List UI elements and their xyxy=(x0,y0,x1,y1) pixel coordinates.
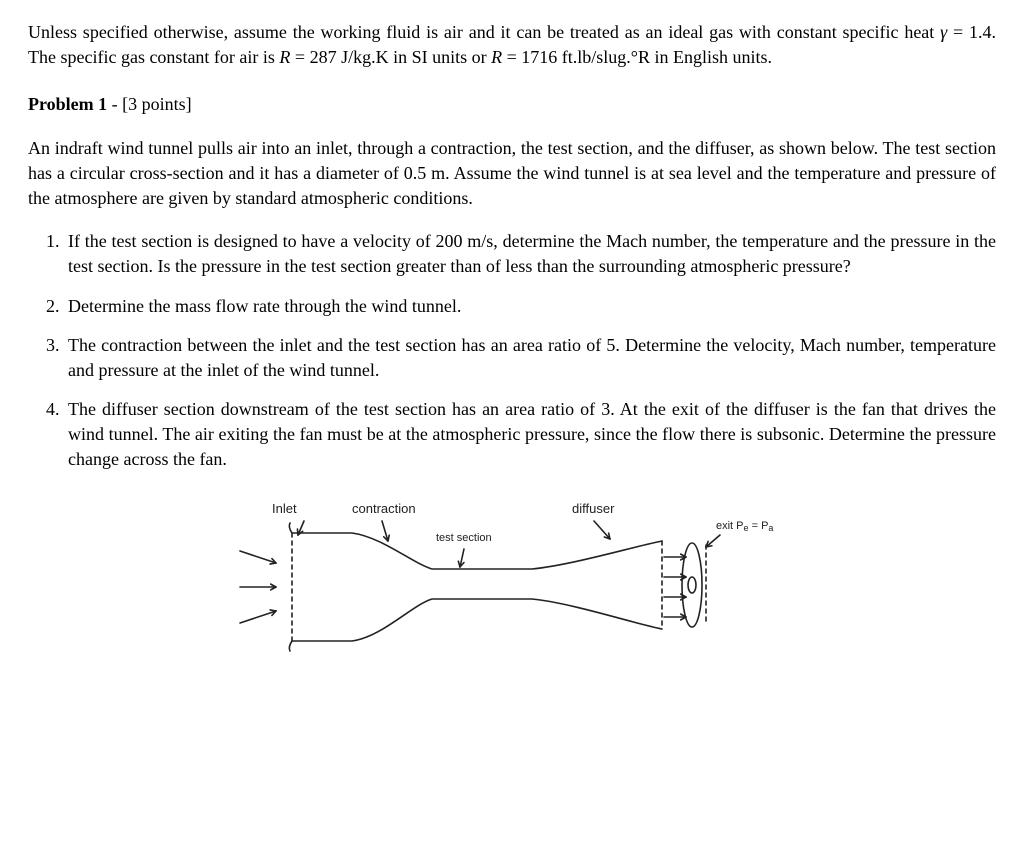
question-item: If the test section is designed to have … xyxy=(64,229,996,279)
R-symbol-1: R xyxy=(279,47,290,67)
question-text: The contraction between the inlet and th… xyxy=(68,335,996,380)
problem-label: Problem 1 xyxy=(28,94,107,114)
svg-text:contraction: contraction xyxy=(352,501,416,516)
preamble-paragraph: Unless specified otherwise, assume the w… xyxy=(28,20,996,70)
question-text: The diffuser section downstream of the t… xyxy=(68,399,996,469)
svg-text:Inlet: Inlet xyxy=(272,501,297,516)
question-item: The diffuser section downstream of the t… xyxy=(64,397,996,473)
preamble-part-0: Unless specified otherwise, assume the w… xyxy=(28,22,940,42)
question-text: If the test section is designed to have … xyxy=(68,231,996,276)
question-item: Determine the mass flow rate through the… xyxy=(64,294,996,319)
intro-paragraph: An indraft wind tunnel pulls air into an… xyxy=(28,136,996,212)
wind-tunnel-figure: Inlet contraction test section diffuser exit… xyxy=(28,491,996,661)
preamble-part-2: = 287 J/kg.K in SI units or xyxy=(290,47,491,67)
R-symbol-2: R xyxy=(491,47,502,67)
svg-text:diffuser: diffuser xyxy=(572,501,615,516)
question-list: If the test section is designed to have … xyxy=(28,229,996,473)
preamble-part-3: = 1716 ft.lb/slug.°R in English units. xyxy=(502,47,772,67)
problem-sep: - xyxy=(107,94,122,114)
question-item: The contraction between the inlet and th… xyxy=(64,333,996,383)
wind-tunnel-svg: Inlet contraction test section diffuser exit… xyxy=(232,491,792,661)
question-text: Determine the mass flow rate through the… xyxy=(68,296,461,316)
svg-text:test section: test section xyxy=(436,532,492,544)
problem-points: [3 points] xyxy=(122,94,192,114)
problem-heading: Problem 1 - [3 points] xyxy=(28,92,996,117)
svg-text:exit Pe = Pa: exit Pe = Pa xyxy=(716,520,773,533)
